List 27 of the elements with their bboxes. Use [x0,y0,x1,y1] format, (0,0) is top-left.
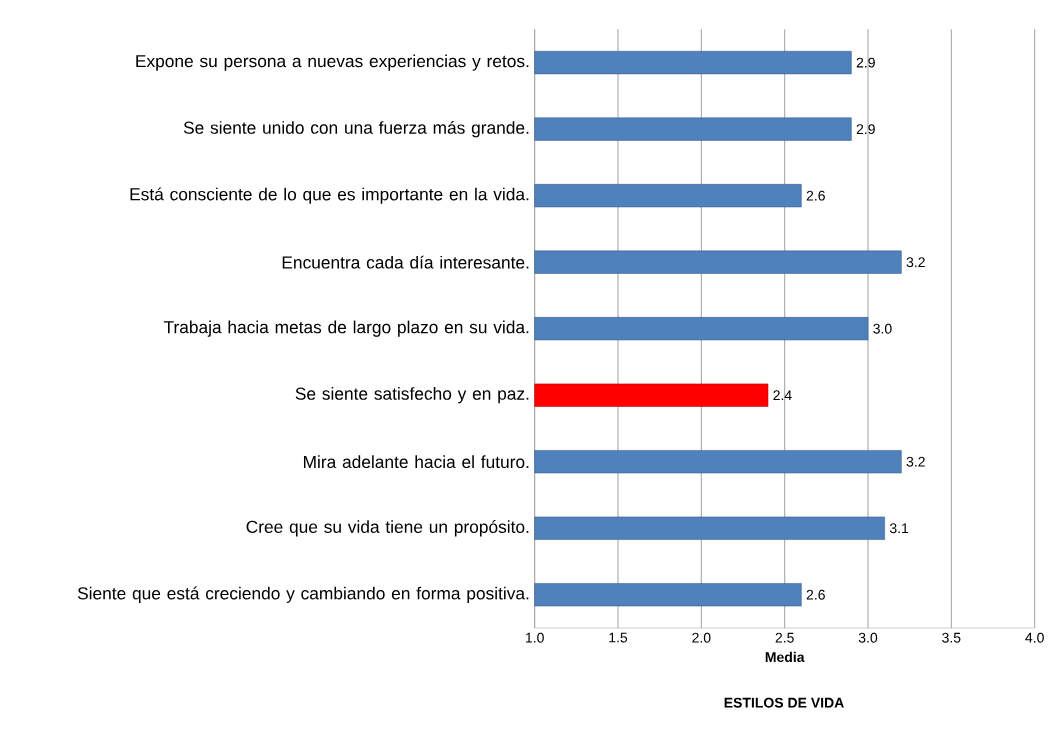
data-label: 3.1 [889,523,909,534]
y-tick-label: Está consciente de lo que es importante en la vida. [130,187,529,204]
x-tick-label: 2.0 [692,632,711,643]
x-tick-label: 2.5 [775,632,794,643]
data-label: 3.2 [906,456,925,467]
x-tick-label: 4.0 [1025,632,1044,643]
data-label: 3.2 [906,257,925,268]
x-tick-label: 3.0 [858,632,878,643]
data-label: 2.6 [806,190,825,201]
y-tick-label: Encuentra cada día interesante. [282,255,529,269]
y-tick-label: Se siente unido con una fuerza más grande. [183,120,529,138]
x-axis-title: Media [765,651,805,663]
data-label: 2.4 [773,390,792,401]
data-label: 2.6 [806,589,825,600]
y-tick-label: Trabaja hacia metas de largo plazo en su vida. [163,320,529,337]
data-label: 2.9 [856,57,875,68]
data-label: 2.9 [856,124,875,135]
y-tick-label: Expone su persona a nuevas experiencias y retos. [136,54,529,71]
y-tick-label: Mira adelante hacia el futuro. [303,455,529,469]
data-label: 3.0 [873,323,892,334]
x-tick-label: 3.5 [942,632,961,643]
x-tick-label: 1.5 [609,632,628,643]
y-tick-label: Siente que está creciendo y cambiando en forma positiva. [77,586,529,603]
y-tick-label: Se siente satisfecho y en paz. [295,387,529,404]
y-tick-label: Cree que su vida tiene un propósito. [246,520,529,537]
text: ESTILOS DE VIDA [724,697,844,708]
x-tick-label: 1.0 [526,632,544,643]
